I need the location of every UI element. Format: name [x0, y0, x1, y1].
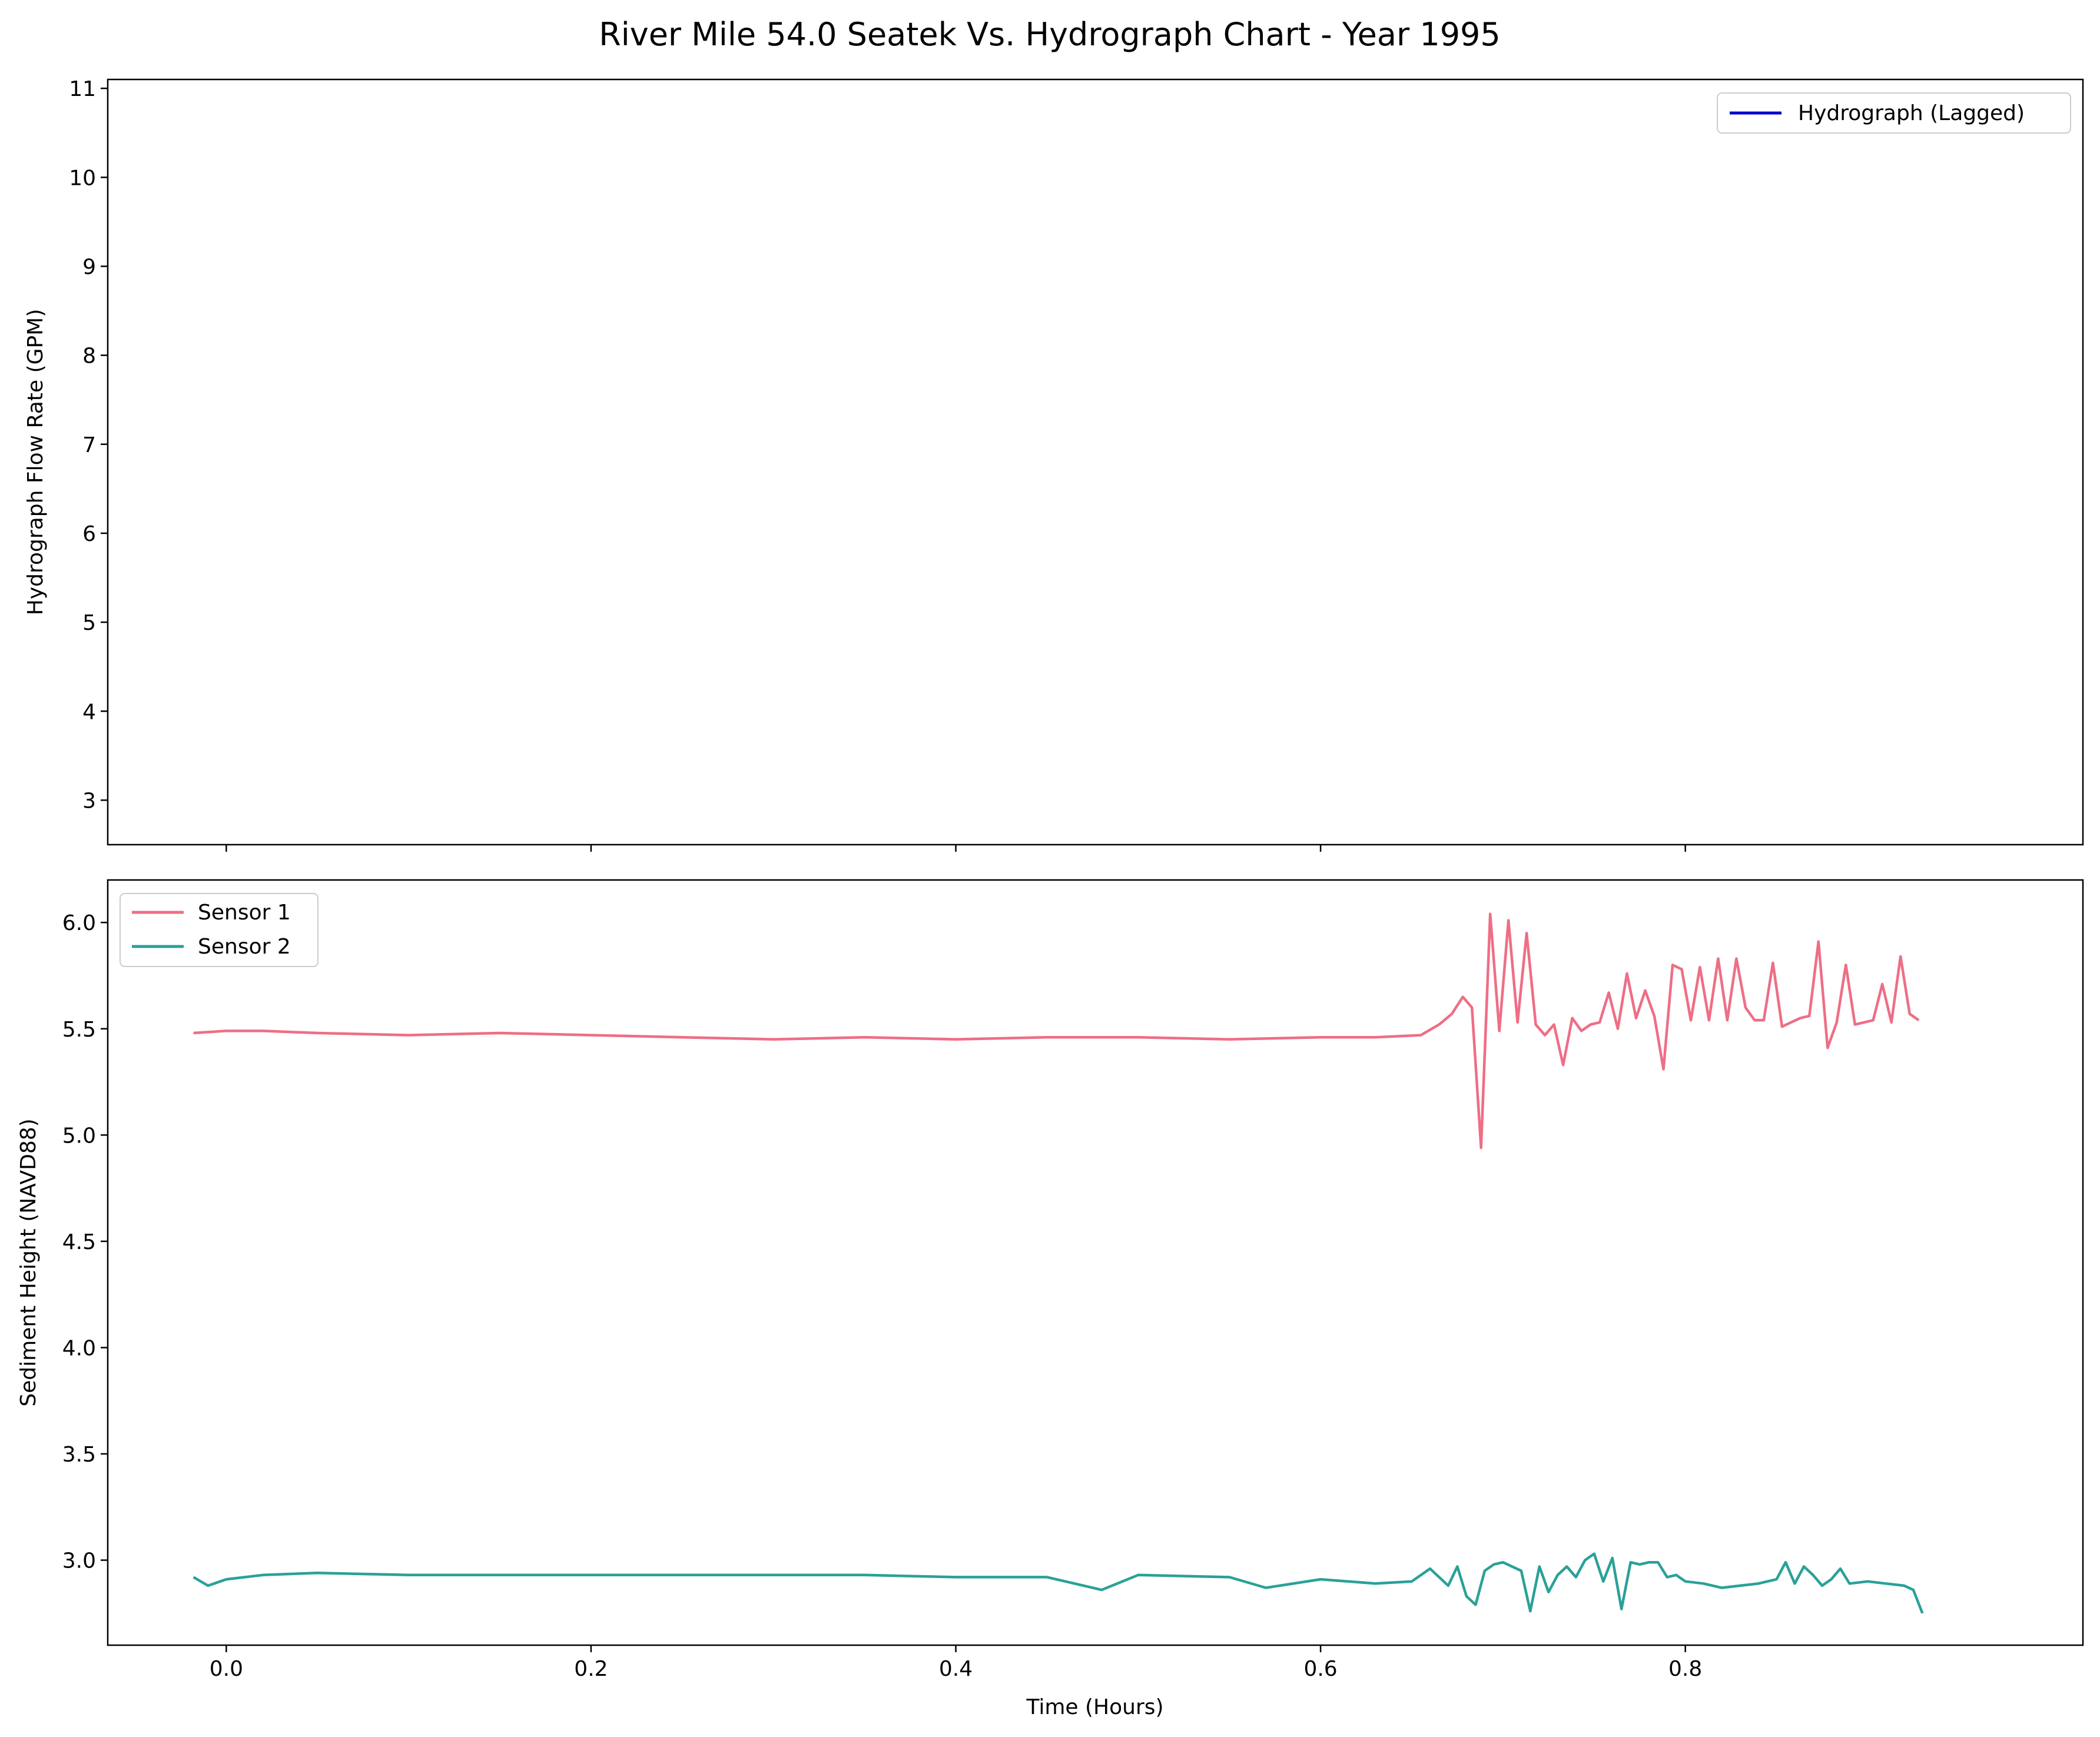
top-panel-frame: [107, 78, 2084, 846]
bottom-xtick-0-label: 0.0: [210, 1657, 243, 1681]
top-ytick-4-label: 4: [82, 700, 96, 724]
bottom-legend-label-sensor-2: Sensor 2: [198, 935, 291, 959]
bottom-ytick-5-5-label: 5.5: [62, 1018, 96, 1042]
top-ytick-9-label: 9: [82, 255, 96, 279]
top-y-axis-label: Hydrograph Flow Rate (GPM): [24, 309, 48, 615]
top-ytick-6-label: 6: [82, 522, 96, 546]
top-y-axis: 3 4 5 6 7 8 9 10 11: [69, 77, 108, 813]
top-ytick-5-label: 5: [82, 611, 96, 635]
bottom-panel-frame: [107, 879, 2084, 1646]
top-ytick-10-label: 10: [69, 166, 96, 190]
bottom-ytick-5-label: 5.0: [62, 1124, 96, 1148]
top-ytick-8-label: 8: [82, 344, 96, 368]
bottom-ytick-4-label: 4.0: [62, 1336, 96, 1360]
top-ytick-11-label: 11: [69, 77, 96, 101]
bottom-ytick-3-5-label: 3.5: [62, 1443, 96, 1467]
bottom-y-axis: 3.0 3.5 4.0 4.5 5.0 5.5 6.0: [62, 911, 108, 1573]
bottom-panel: 3.0 3.5 4.0 4.5 5.0 5.5 6.0 0.0 0.2 0.4 0.6 0.8 Se…: [16, 879, 2084, 1719]
bottom-ytick-6-label: 6.0: [62, 911, 96, 935]
top-ytick-7-label: 7: [82, 433, 96, 457]
top-x-axis: [225, 845, 1686, 852]
figure-title: River Mile 54.0 Seatek Vs. Hydrograph Ch…: [599, 16, 1501, 53]
top-legend-box: [1717, 92, 2071, 134]
top-panel: 3 4 5 6 7 8 9 10 11 Hydrograph Flow Rate (GPM) H…: [24, 77, 2084, 852]
series-line-sensor-2: [193, 1552, 1924, 1614]
bottom-x-axis: 0.0 0.2 0.4 0.6 0.8: [210, 1645, 1702, 1681]
series-line-sensor-1: [193, 912, 1920, 1150]
bottom-xtick-0-6-label: 0.6: [1303, 1657, 1337, 1681]
top-legend-label-hydrograph: Hydrograph (Lagged): [1798, 101, 2025, 125]
bottom-y-axis-label: Sediment Height (NAVD88): [16, 1118, 41, 1406]
bottom-x-axis-label: Time (Hours): [1026, 1695, 1163, 1719]
bottom-ytick-3-label: 3.0: [62, 1549, 96, 1573]
bottom-series-layer: [193, 912, 1924, 1614]
bottom-xtick-0-4-label: 0.4: [939, 1657, 973, 1681]
bottom-xtick-0-8-label: 0.8: [1668, 1657, 1702, 1681]
bottom-legend-label-sensor-1: Sensor 1: [198, 901, 291, 925]
bottom-ytick-4-5-label: 4.5: [62, 1230, 96, 1254]
top-legend: Hydrograph (Lagged): [1717, 92, 2071, 134]
bottom-legend: Sensor 1 Sensor 2: [120, 893, 319, 967]
top-ytick-3-label: 3: [82, 789, 96, 813]
bottom-xtick-0-2-label: 0.2: [574, 1657, 608, 1681]
